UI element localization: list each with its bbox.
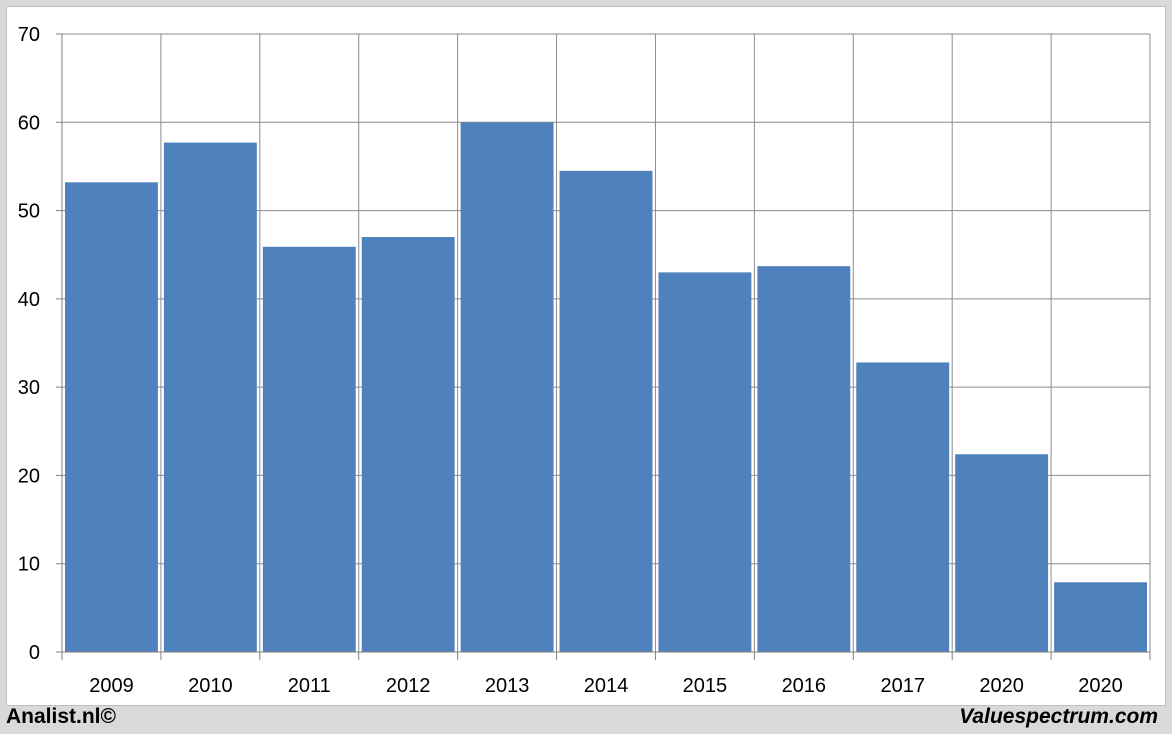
y-tick-label: 40 (18, 289, 40, 311)
footer-source-left: Analist.nl© (6, 705, 116, 728)
x-tick-label: 2009 (89, 675, 134, 697)
bar (65, 182, 158, 652)
bar (460, 122, 554, 653)
y-tick-label: 0 (29, 642, 40, 664)
footer-source-right: Valuespectrum.com (959, 705, 1158, 728)
y-tick-labels: 0 10 20 30 40 50 60 70 (18, 24, 40, 664)
axes (56, 33, 1151, 660)
x-tick-label: 2020 (1078, 675, 1123, 697)
x-tick-label: 2012 (386, 675, 431, 697)
x-tick-label: 2015 (683, 675, 728, 697)
bar (955, 454, 1049, 652)
x-tick-label: 2020 (979, 675, 1024, 697)
bar (262, 246, 356, 653)
bar (856, 362, 950, 652)
x-tick-label: 2016 (782, 675, 827, 697)
x-tick-labels: 2009 2010 2011 2012 2013 2014 2015 2016 2017 2020… (89, 675, 1123, 697)
y-tick-label: 30 (18, 377, 40, 399)
y-tick-label: 70 (18, 24, 40, 46)
bar (559, 170, 653, 653)
bar (658, 272, 752, 652)
bar (361, 237, 455, 653)
y-tick-label: 50 (18, 201, 40, 223)
y-tick-label: 20 (18, 465, 40, 487)
bar (163, 142, 257, 652)
x-tick-label: 2017 (880, 675, 925, 697)
x-tick-label: 2014 (584, 675, 629, 697)
x-tick-label: 2013 (485, 675, 530, 697)
y-tick-label: 10 (18, 554, 40, 576)
bars (65, 122, 1147, 653)
y-tick-label: 60 (18, 112, 40, 134)
x-tick-label: 2010 (188, 675, 233, 697)
x-tick-label: 2011 (288, 675, 331, 697)
bar (1054, 582, 1147, 652)
bar (757, 266, 851, 652)
